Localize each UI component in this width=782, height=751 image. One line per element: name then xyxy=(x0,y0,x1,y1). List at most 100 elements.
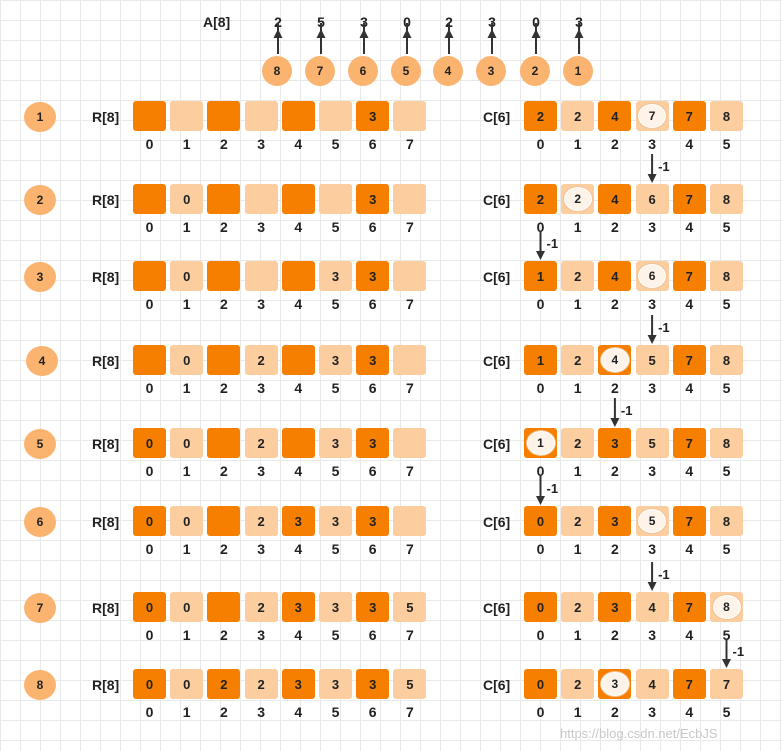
c-cell: 7 xyxy=(672,345,706,375)
c-cell: 2 xyxy=(561,428,595,458)
c-cell: 5 xyxy=(635,345,669,375)
c-index-label: 2 xyxy=(610,296,619,312)
r-cell xyxy=(244,184,278,214)
c-cell: 7 xyxy=(672,428,706,458)
r-index-label: 5 xyxy=(331,380,340,396)
r-index-label: 5 xyxy=(331,296,340,312)
up-arrow-head xyxy=(359,29,369,38)
c-array-label: C[6] xyxy=(483,353,511,369)
c-index-label: 0 xyxy=(536,463,545,479)
r-index-label: 2 xyxy=(219,219,228,235)
c-cell: 6 xyxy=(635,184,669,214)
r-index-label: 7 xyxy=(405,219,414,235)
c-cell: 4 xyxy=(598,101,632,131)
r-index-label: 1 xyxy=(182,463,191,479)
c-index-label: 5 xyxy=(722,380,731,396)
c-cell: 2 xyxy=(561,345,595,375)
r-index-label: 4 xyxy=(294,219,303,235)
r-cell xyxy=(281,261,315,291)
r-index-label: 2 xyxy=(219,463,228,479)
r-cell: 3 xyxy=(356,184,390,214)
c-index-label: 4 xyxy=(685,296,694,312)
r-cell: 2 xyxy=(244,669,278,699)
r-cell xyxy=(133,261,166,291)
c-index-label: 2 xyxy=(610,219,619,235)
r-cell: 5 xyxy=(393,669,427,699)
c-cell: 1 xyxy=(524,345,557,375)
r-index-label: 7 xyxy=(405,627,414,643)
c-index-label: 4 xyxy=(685,627,694,643)
highlighted-value: 4 xyxy=(600,348,629,372)
r-index-label: 1 xyxy=(182,296,191,312)
up-arrow-head xyxy=(444,29,454,38)
r-index-label: 1 xyxy=(182,219,191,235)
r-index-label: 7 xyxy=(405,463,414,479)
c-index-label: 3 xyxy=(648,704,656,720)
step-number-circle: 6 xyxy=(24,507,56,537)
r-cell: 3 xyxy=(319,345,352,375)
c-array-label: C[6] xyxy=(483,192,511,208)
c-index-label: 4 xyxy=(685,541,694,557)
order-circle: 4 xyxy=(433,56,463,86)
c-cell: 4 xyxy=(598,345,632,375)
c-index-label: 0 xyxy=(536,136,545,152)
r-index-label: 0 xyxy=(145,219,154,235)
r-index-label: 7 xyxy=(405,541,414,557)
r-index-label: 2 xyxy=(219,541,228,557)
order-circle: 7 xyxy=(305,56,335,86)
r-cell: 3 xyxy=(356,506,390,536)
r-cell: 0 xyxy=(170,592,204,622)
r-index-label: 3 xyxy=(257,136,265,152)
c-cell: 8 xyxy=(710,101,743,131)
c-index-label: 0 xyxy=(536,380,545,396)
r-cell xyxy=(133,184,166,214)
c-cell: 2 xyxy=(561,184,595,214)
watermark: https://blog.csdn.net/EcbJS xyxy=(560,726,718,741)
r-cell: 2 xyxy=(244,345,278,375)
c-cell: 4 xyxy=(635,592,669,622)
c-array-label: C[6] xyxy=(483,109,511,125)
r-index-label: 5 xyxy=(331,136,340,152)
array-a-value: 3 xyxy=(488,14,496,30)
highlighted-value: 6 xyxy=(638,264,667,288)
array-a-value: 0 xyxy=(403,14,411,30)
r-array-label: R[8] xyxy=(92,109,120,125)
c-cell: 5 xyxy=(635,506,669,536)
c-index-label: 5 xyxy=(722,627,731,643)
r-index-label: 6 xyxy=(368,136,377,152)
r-cell xyxy=(133,345,166,375)
r-cell: 2 xyxy=(244,592,278,622)
r-cell: 3 xyxy=(319,592,352,622)
r-index-label: 6 xyxy=(368,380,377,396)
r-cell xyxy=(281,345,315,375)
r-array-label: R[8] xyxy=(92,269,120,285)
c-cell: 7 xyxy=(672,669,706,699)
up-arrow-head xyxy=(402,29,412,38)
r-index-label: 0 xyxy=(145,463,154,479)
r-cell: 3 xyxy=(281,669,315,699)
c-array-label: C[6] xyxy=(483,269,511,285)
c-index-label: 2 xyxy=(610,541,619,557)
c-index-label: 0 xyxy=(536,219,545,235)
c-index-label: 4 xyxy=(685,380,694,396)
r-cell: 5 xyxy=(393,592,427,622)
step-number-circle: 4 xyxy=(26,346,58,376)
decrement-label: -1 xyxy=(658,159,670,174)
r-index-label: 4 xyxy=(294,380,303,396)
r-index-label: 1 xyxy=(182,136,191,152)
r-index-label: 0 xyxy=(145,541,154,557)
c-index-label: 5 xyxy=(722,704,731,720)
highlighted-value: 2 xyxy=(563,187,592,211)
r-cell: 2 xyxy=(244,506,278,536)
c-cell: 2 xyxy=(561,669,595,699)
c-index-label: 2 xyxy=(610,380,619,396)
r-index-label: 0 xyxy=(145,136,154,152)
r-cell: 3 xyxy=(356,345,390,375)
decrement-arrow-head xyxy=(647,582,657,591)
r-index-label: 4 xyxy=(294,704,303,720)
r-index-label: 6 xyxy=(368,627,377,643)
c-cell: 4 xyxy=(598,184,632,214)
c-cell: 3 xyxy=(598,428,632,458)
decrement-label: -1 xyxy=(732,644,745,659)
c-cell: 2 xyxy=(561,261,595,291)
